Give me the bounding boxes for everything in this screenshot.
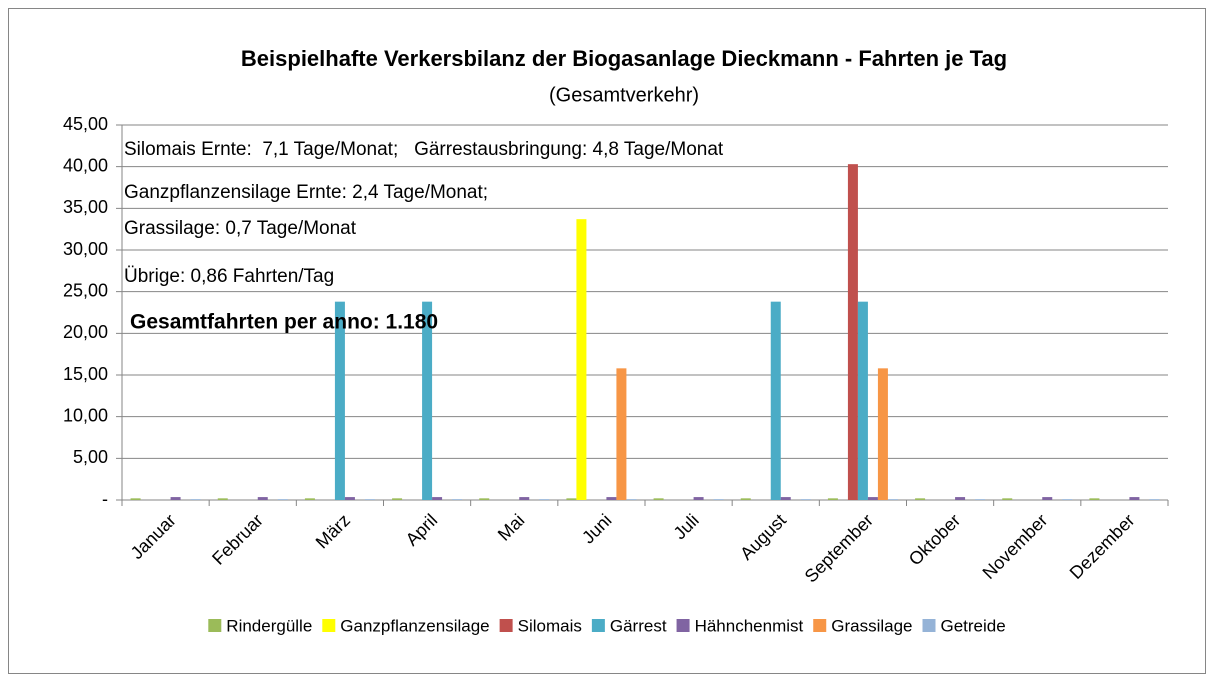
legend-marker bbox=[208, 619, 222, 632]
y-tick-label: 15,00 bbox=[63, 364, 108, 384]
x-tick-label: Januar bbox=[127, 510, 180, 563]
bar bbox=[344, 497, 355, 500]
x-tick-label: Juli bbox=[670, 510, 703, 543]
legend-marker bbox=[322, 619, 336, 632]
bar bbox=[606, 497, 617, 500]
y-tick-label: 10,00 bbox=[63, 405, 108, 425]
bar bbox=[653, 498, 664, 500]
bar bbox=[847, 164, 858, 500]
y-tick-label: 40,00 bbox=[63, 155, 108, 175]
bar bbox=[1042, 497, 1053, 500]
y-tick-label: 20,00 bbox=[63, 322, 108, 342]
bar bbox=[432, 497, 443, 500]
bar bbox=[887, 499, 898, 500]
bar bbox=[422, 301, 433, 500]
bar bbox=[827, 498, 838, 500]
x-tick-label: August bbox=[736, 510, 790, 564]
x-tick-label: April bbox=[402, 510, 442, 550]
y-tick-label: 35,00 bbox=[63, 197, 108, 217]
bar bbox=[626, 499, 637, 500]
chart-subtitle: (Gesamtverkehr) bbox=[549, 84, 699, 106]
bar bbox=[170, 497, 181, 500]
annotation: Ganzpflanzensilage Ernte: 2,4 Tage/Monat… bbox=[124, 182, 488, 203]
annotation: Silomais Ernte: 7,1 Tage/Monat; Gärresta… bbox=[124, 139, 724, 160]
x-tick-label: Februar bbox=[208, 510, 267, 569]
legend-marker bbox=[676, 619, 690, 632]
x-tick-label: Juni bbox=[578, 510, 615, 547]
bar bbox=[190, 499, 201, 500]
annotation: Grassilage: 0,7 Tage/Monat bbox=[124, 218, 357, 239]
legend-marker bbox=[591, 619, 605, 632]
y-tick-label: 25,00 bbox=[63, 280, 108, 300]
bar bbox=[364, 499, 375, 500]
bar bbox=[693, 497, 704, 500]
bar bbox=[780, 497, 791, 500]
bar bbox=[1002, 498, 1013, 500]
bar bbox=[770, 301, 781, 500]
y-tick-label: 5,00 bbox=[73, 447, 108, 467]
legend-label: Silomais bbox=[518, 616, 582, 635]
bar bbox=[334, 301, 345, 500]
bar bbox=[1089, 498, 1100, 500]
bar bbox=[130, 498, 141, 500]
bar bbox=[566, 498, 577, 500]
legend-marker bbox=[813, 619, 827, 632]
bar bbox=[217, 498, 228, 500]
chart-title: Beispielhafte Verkersbilanz der Biogasan… bbox=[241, 46, 1007, 71]
annotation-highlight: Gesamtfahrten per anno: 1.180 bbox=[130, 311, 438, 334]
bar bbox=[392, 498, 403, 500]
bar bbox=[955, 497, 966, 500]
chart-frame bbox=[8, 8, 1206, 674]
bar bbox=[452, 499, 463, 500]
legend-marker bbox=[499, 619, 513, 632]
x-tick-label: November bbox=[979, 510, 1052, 583]
bar bbox=[975, 499, 986, 500]
bar bbox=[740, 498, 751, 500]
bar bbox=[713, 499, 724, 500]
bar bbox=[1149, 499, 1160, 500]
bar bbox=[576, 219, 587, 500]
legend-label: Rindergülle bbox=[226, 616, 312, 635]
annotation: Übrige: 0,86 Fahrten/Tag bbox=[124, 266, 334, 287]
legend-label: Hähnchenmist bbox=[695, 616, 804, 635]
y-tick-label: 45,00 bbox=[63, 114, 108, 134]
bar bbox=[800, 499, 811, 500]
y-tick-label: - bbox=[102, 489, 108, 509]
legend-marker bbox=[922, 619, 936, 632]
bar bbox=[915, 498, 926, 500]
x-tick-label: März bbox=[312, 510, 354, 552]
x-tick-label: September bbox=[801, 510, 877, 586]
bar bbox=[479, 498, 490, 500]
bar bbox=[277, 499, 288, 500]
bar bbox=[857, 301, 868, 500]
x-tick-label: Oktober bbox=[905, 510, 964, 569]
x-tick-label: Dezember bbox=[1066, 510, 1139, 583]
legend-label: Gärrest bbox=[610, 616, 667, 635]
bar bbox=[539, 499, 550, 500]
bar bbox=[519, 497, 530, 500]
bar bbox=[616, 368, 627, 500]
legend-label: Getreide bbox=[941, 616, 1006, 635]
bar bbox=[257, 497, 268, 500]
bar bbox=[1129, 497, 1140, 500]
legend-label: Ganzpflanzensilage bbox=[340, 616, 489, 635]
bar bbox=[877, 368, 888, 500]
y-tick-label: 30,00 bbox=[63, 239, 108, 259]
x-tick-label: Mai bbox=[494, 510, 529, 545]
bar bbox=[304, 498, 315, 500]
legend-label: Grassilage bbox=[831, 616, 912, 635]
bar bbox=[867, 497, 878, 500]
bar bbox=[1062, 499, 1073, 500]
